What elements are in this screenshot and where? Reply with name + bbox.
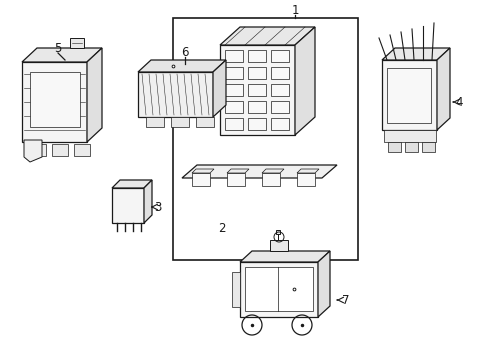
Polygon shape [262,173,280,186]
Text: 4: 4 [454,95,462,108]
Bar [240,262,317,317]
Bar [386,68,430,123]
Polygon shape [182,165,336,178]
Bar [247,84,265,96]
Bar [247,101,265,113]
Text: 1: 1 [291,4,298,17]
Bar [74,144,90,156]
Bar [215,85,223,100]
Text: 5: 5 [54,41,61,54]
Bar [270,118,288,130]
Polygon shape [70,38,84,48]
Bar [247,50,265,62]
Bar [224,84,243,96]
Polygon shape [296,169,318,173]
Bar [173,18,357,260]
Bar [270,67,288,79]
Bar [30,144,46,156]
Polygon shape [192,169,214,173]
Polygon shape [192,173,209,186]
Polygon shape [143,180,152,223]
Polygon shape [112,180,152,188]
Bar [270,101,288,113]
Text: 7: 7 [342,293,349,306]
Bar [196,117,214,127]
Bar [30,72,80,127]
Bar [383,130,435,142]
Bar [421,142,434,152]
Text: 3: 3 [154,201,162,213]
Bar [215,60,223,75]
Bar [52,144,68,156]
Polygon shape [436,48,449,130]
Bar [404,142,417,152]
Bar [224,101,243,113]
Polygon shape [226,173,244,186]
Polygon shape [138,60,225,72]
Polygon shape [317,251,329,317]
Text: 2: 2 [218,221,225,234]
Bar [231,272,240,307]
Polygon shape [24,140,42,162]
Polygon shape [240,251,329,262]
Bar [247,67,265,79]
Polygon shape [87,48,102,142]
Bar [244,267,312,311]
Bar [270,50,288,62]
Bar [387,142,400,152]
Bar [146,117,163,127]
Polygon shape [294,27,314,135]
Bar [224,50,243,62]
Bar [270,84,288,96]
Bar [138,72,213,117]
Bar [247,118,265,130]
Bar [22,62,87,142]
Bar [381,60,436,130]
Polygon shape [381,48,449,60]
Bar [224,67,243,79]
Polygon shape [296,173,314,186]
Polygon shape [220,45,294,135]
Bar [112,188,143,223]
Polygon shape [213,60,225,117]
Polygon shape [22,48,102,62]
Bar [171,117,189,127]
Polygon shape [262,169,284,173]
Polygon shape [220,27,314,45]
Bar [224,118,243,130]
Polygon shape [226,169,248,173]
Text: 6: 6 [181,45,188,59]
Polygon shape [269,230,287,251]
